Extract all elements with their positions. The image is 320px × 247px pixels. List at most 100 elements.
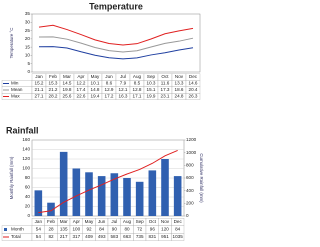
table-value: 21.2: [49, 87, 58, 92]
y-tick-label: 0: [27, 213, 30, 218]
bar: [85, 172, 93, 216]
x-tick-label: Jun: [105, 74, 113, 79]
table-value: 317: [72, 234, 80, 239]
x-tick-label: Dec: [189, 74, 198, 79]
bar: [123, 178, 131, 216]
table-value: 7.9: [120, 81, 127, 86]
y2-tick-label: 0: [186, 213, 189, 218]
table-value: 10.3: [147, 81, 156, 86]
table-value: 20.4: [189, 87, 198, 92]
table-value: 17.4: [77, 87, 86, 92]
bar: [110, 173, 119, 216]
table-value: 18.6: [175, 87, 184, 92]
table-value: 24.8: [175, 94, 184, 99]
table-value: 15.3: [49, 81, 58, 86]
table-value: 19.4: [91, 94, 100, 99]
y-tick-label: 120: [22, 156, 30, 161]
x-tick-label: May: [91, 74, 100, 79]
table-value: 12.9: [105, 87, 114, 92]
chart-title: Rainfall: [6, 125, 39, 135]
table-value: 135: [60, 227, 68, 232]
y2-tick-label: 200: [186, 201, 194, 206]
table-value: 54: [36, 227, 42, 232]
y-tick-label: 15: [25, 44, 31, 49]
table-value: 72: [137, 227, 143, 232]
x-tick-label: Jul: [120, 74, 126, 79]
bar: [34, 190, 43, 216]
table-value: 217: [60, 234, 68, 239]
y2-tick-label: 600: [186, 175, 194, 180]
y-tick-label: 60: [25, 185, 31, 190]
table-value: 92: [86, 227, 92, 232]
y-tick-label: 80: [25, 175, 31, 180]
table-value: 17.2: [105, 94, 114, 99]
legend-label: Max: [11, 94, 20, 99]
table-cell: [171, 233, 185, 241]
y-tick-label: 0: [27, 69, 30, 74]
table-value: 409: [85, 234, 93, 239]
y2-tick-label: 800: [186, 163, 194, 168]
y-tick-label: 20: [25, 36, 31, 41]
x-tick-label: Apr: [73, 219, 81, 224]
table-value: 84: [99, 227, 105, 232]
x-tick-label: Nov: [161, 219, 170, 224]
table-value: 13.3: [175, 81, 184, 86]
x-tick-label: Feb: [47, 219, 55, 224]
y2-tick-label: 400: [186, 188, 194, 193]
table-value: 8.6: [106, 81, 113, 86]
x-tick-label: Nov: [175, 74, 184, 79]
table-value: 831: [148, 234, 156, 239]
table-value: 14.5: [63, 81, 72, 86]
table-value: 21.1: [35, 87, 44, 92]
table-value: 8.5: [134, 81, 141, 86]
x-tick-label: Jun: [98, 219, 106, 224]
y-tick-label: 25: [25, 28, 31, 33]
table-value: 16.3: [119, 94, 128, 99]
table-value: 583: [110, 234, 118, 239]
table-value: 27.1: [35, 94, 44, 99]
legend-label: Month: [11, 227, 24, 232]
table-value: 54: [36, 234, 42, 239]
table-value: 15.1: [147, 87, 156, 92]
bar: [161, 159, 169, 216]
y-tick-label: 20: [25, 204, 31, 209]
y-tick-label: 35: [25, 11, 31, 16]
table-value: 735: [136, 234, 144, 239]
x-tick-label: Sep: [136, 219, 145, 224]
table-value: 17.3: [161, 87, 170, 92]
table-value: 80: [124, 227, 130, 232]
table-value: 25.6: [63, 94, 72, 99]
y-tick-label: 100: [22, 166, 30, 171]
line: [38, 36, 194, 53]
y-axis-label: Temperature °C: [9, 28, 14, 59]
x-tick-label: Aug: [133, 74, 142, 79]
chart-title: Temperature: [89, 1, 143, 11]
legend-label: Min: [11, 81, 19, 86]
x-tick-label: Oct: [161, 74, 169, 79]
table-cell: [185, 93, 201, 100]
table-value: 22.6: [77, 94, 86, 99]
legend-label: Total: [11, 234, 21, 239]
x-tick-label: Feb: [49, 74, 57, 79]
table-value: 14.8: [91, 87, 100, 92]
table-value: 96: [150, 227, 156, 232]
table-value: 12.8: [133, 87, 142, 92]
chart: Temperature 0 5 10 15 20 25 30 35 Temperature °C J…: [1, 1, 204, 241]
bar: [173, 176, 182, 216]
bar: [72, 168, 81, 216]
y-tick-label: 5: [27, 61, 30, 66]
x-tick-label: Jul: [111, 219, 117, 224]
x-tick-label: Mar: [63, 74, 71, 79]
bar: [47, 202, 55, 216]
table-value: 100: [72, 227, 80, 232]
y-axis-label: Monthly Rainfall (mm): [9, 156, 14, 199]
table-value: 26.3: [189, 94, 198, 99]
legend-swatch: [4, 228, 7, 231]
table-value: 11.6: [161, 81, 170, 86]
y-tick-label: 160: [22, 137, 30, 142]
table-value: 120: [161, 227, 169, 232]
line: [38, 46, 194, 60]
x-tick-label: May: [85, 219, 94, 224]
table-value: 1035: [173, 234, 184, 239]
